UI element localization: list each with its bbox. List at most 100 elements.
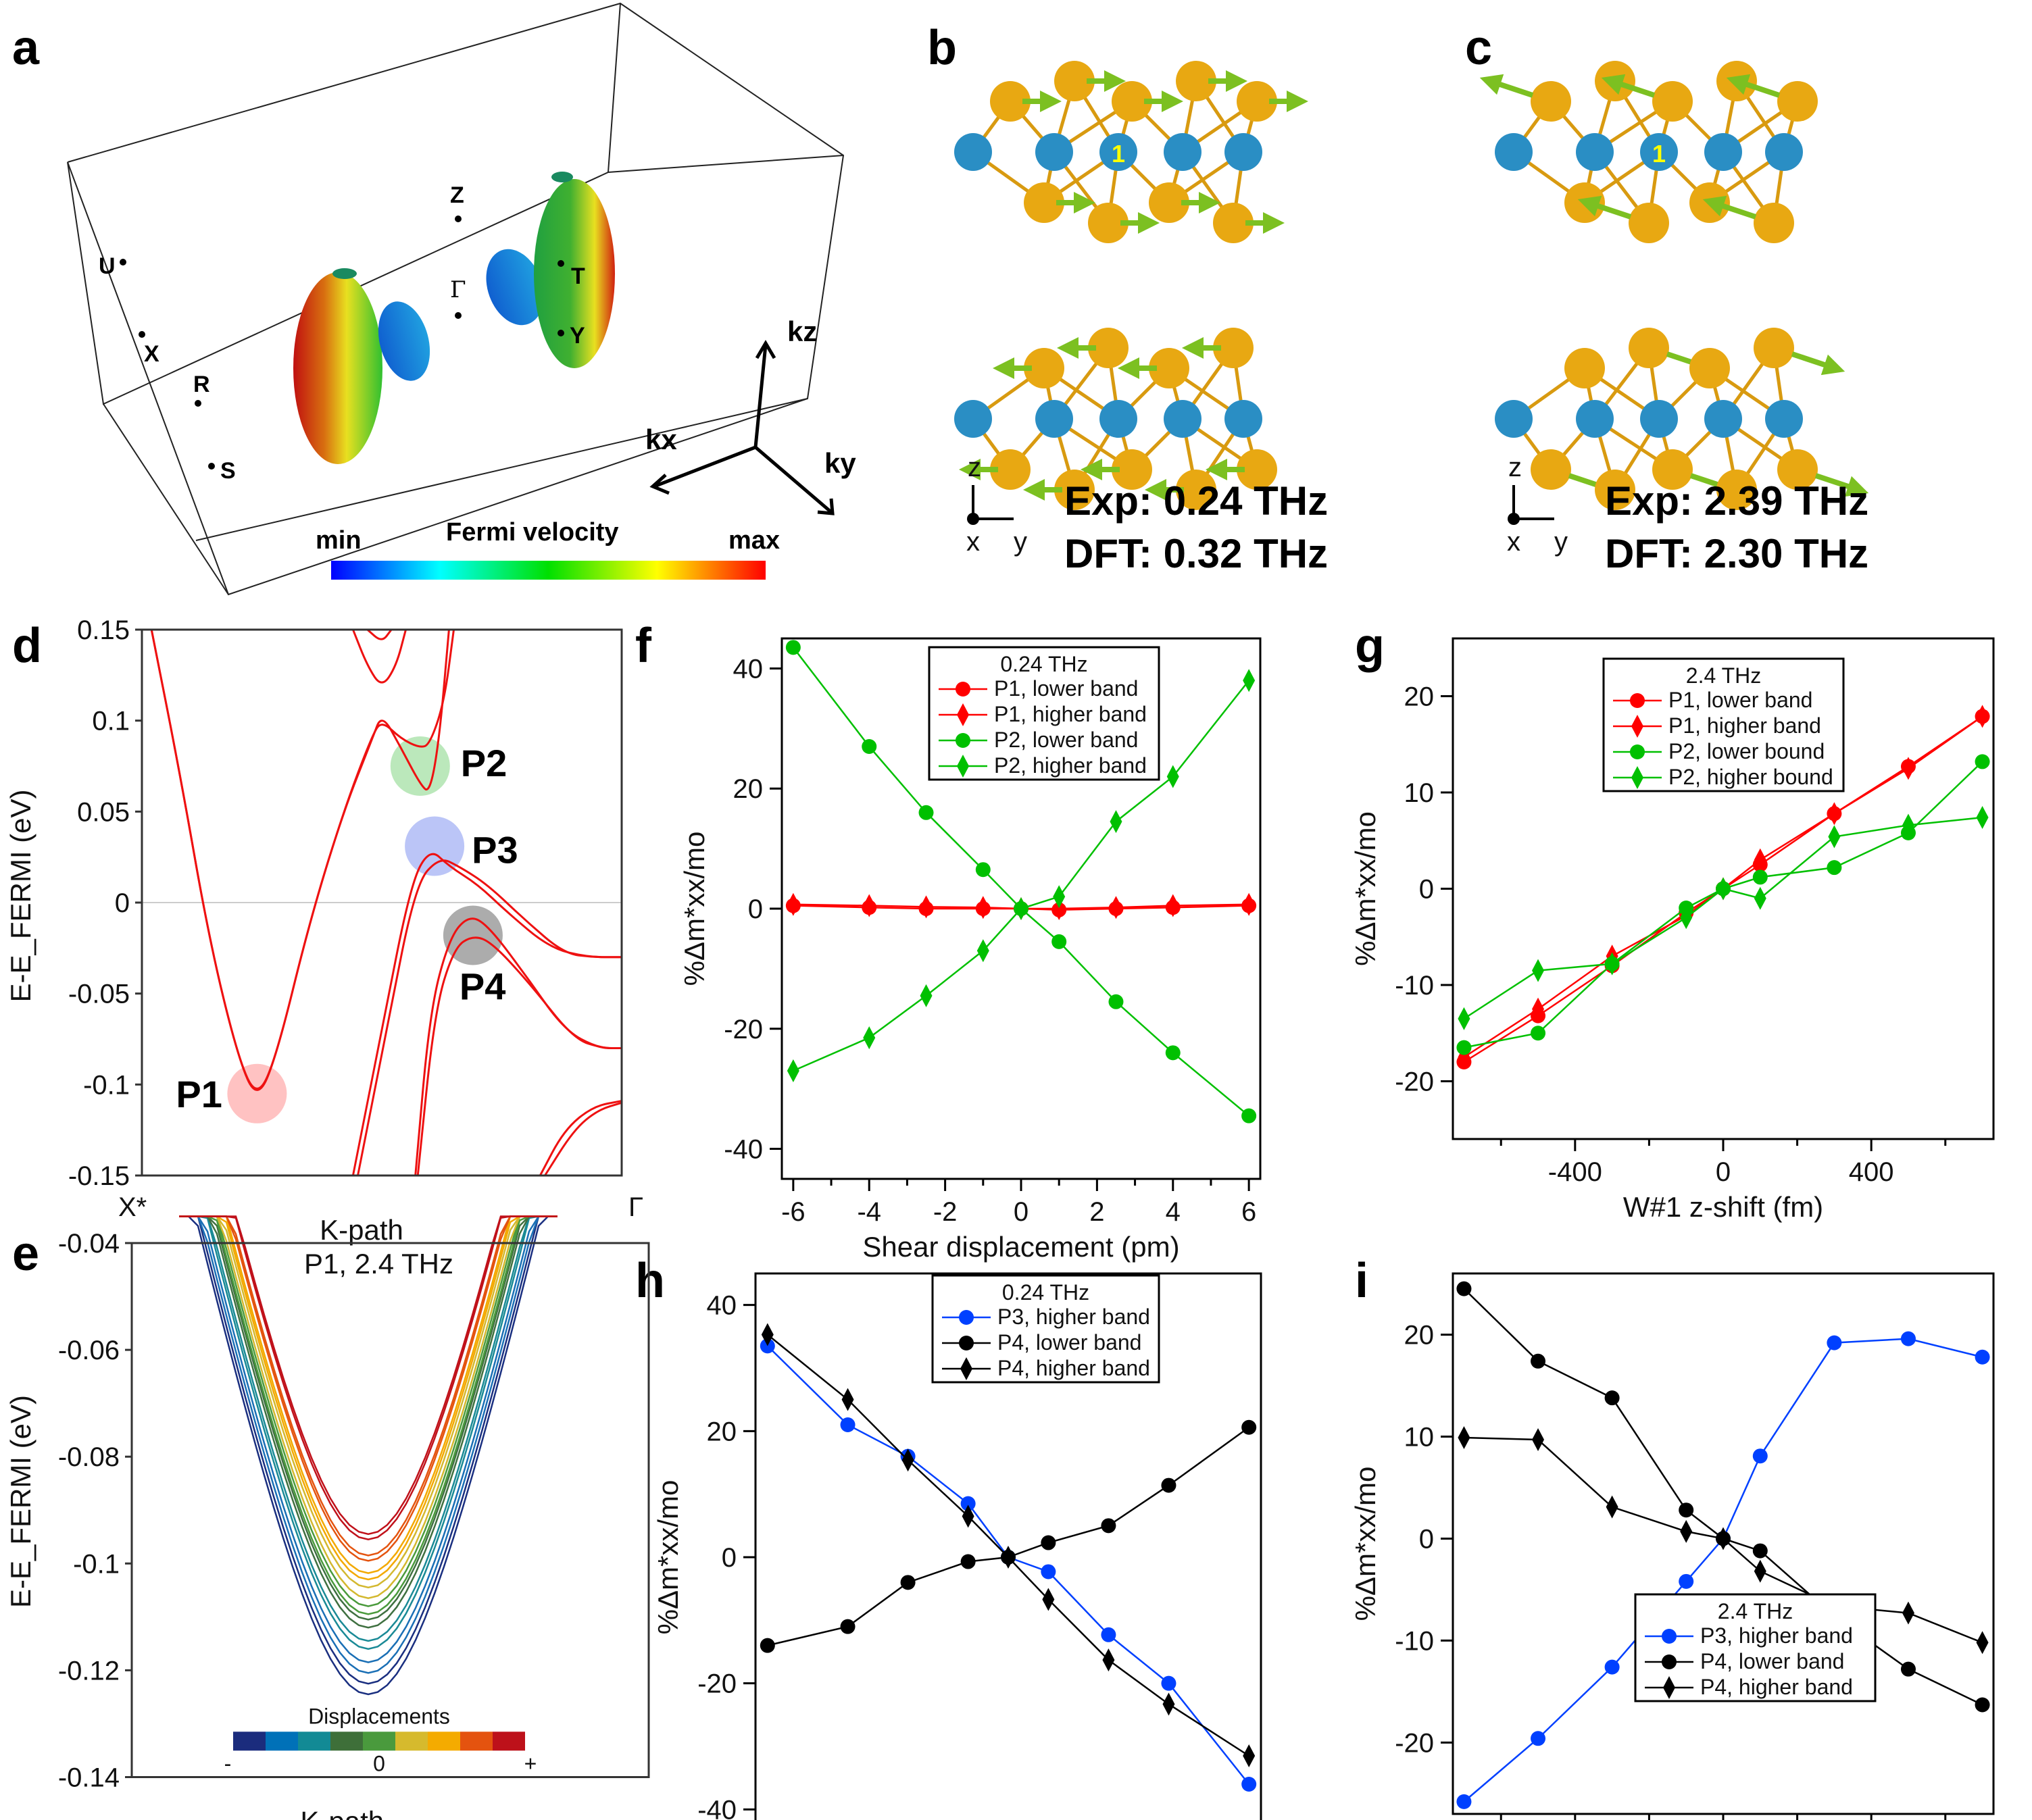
legend-entry: P1, higher band — [994, 702, 1147, 726]
point-label-t: T — [571, 263, 585, 289]
tungsten-atom — [1099, 133, 1137, 171]
x-tick-label: 400 — [1849, 1157, 1894, 1187]
x-axis-title: Shear displacement (pm) — [862, 1231, 1179, 1263]
tungsten-atom — [954, 133, 992, 171]
panel-label-d: d — [12, 619, 42, 673]
chalcogen-atom — [1213, 328, 1254, 368]
chalcogen-atom — [1531, 81, 1571, 122]
data-point — [1606, 1495, 1618, 1519]
y-tick-label: 40 — [707, 1291, 737, 1321]
legend-entry: P4, lower band — [1700, 1649, 1844, 1673]
data-point — [1976, 1631, 1989, 1654]
data-point — [1902, 757, 1914, 780]
data-point — [1102, 1648, 1115, 1672]
legend-marker — [1630, 693, 1645, 708]
y-tick-label: 10 — [1404, 778, 1435, 808]
band-line — [351, 853, 622, 1176]
label-p2: P2 — [461, 742, 507, 784]
chalcogen-atom — [1689, 348, 1730, 388]
y-tick-label: -0.1 — [73, 1549, 120, 1579]
y-tick-label: -20 — [1395, 1728, 1434, 1758]
band-curve — [179, 1215, 557, 1685]
tungsten-atom — [1576, 400, 1614, 438]
data-point — [1241, 1419, 1257, 1435]
colorbar-segment — [233, 1731, 266, 1751]
band-curve — [179, 1215, 557, 1607]
panel-label-f: f — [635, 619, 651, 673]
legend-marker — [957, 703, 969, 726]
chalcogen-atom — [1176, 61, 1216, 101]
legend-title: 2.4 THz — [1718, 1599, 1793, 1623]
y-tick-label: 40 — [733, 654, 764, 684]
band-curve — [179, 1215, 557, 1621]
band-curve — [179, 1215, 557, 1650]
colorbar-segment — [395, 1731, 428, 1751]
chalcogen-atom — [1652, 449, 1693, 490]
tungsten-atom — [1035, 133, 1073, 171]
data-point — [1717, 877, 1729, 901]
high-symmetry-points — [120, 216, 564, 470]
exp-frequency: Exp: 0.24 THz — [1064, 478, 1328, 524]
legend-box — [931, 1274, 1160, 1384]
colorbar-segment — [363, 1731, 395, 1751]
legend-marker — [1662, 1629, 1677, 1644]
band-curve — [179, 1215, 557, 1696]
legend-title: 0.24 THz — [1002, 1280, 1089, 1305]
data-point — [962, 1505, 974, 1528]
y-tick-label: 0.1 — [92, 707, 130, 736]
data-point — [1002, 1546, 1014, 1569]
panel-label-g: g — [1355, 619, 1385, 673]
legend-marker — [960, 1357, 972, 1380]
data-point — [1041, 1564, 1056, 1579]
data-point — [976, 896, 989, 919]
tungsten-atom — [1224, 133, 1262, 171]
colorbar-segment — [330, 1731, 363, 1751]
data-point — [1902, 1601, 1914, 1625]
fermi-pocket-right — [534, 172, 615, 368]
chalcogen-atom — [990, 81, 1031, 122]
highlight-p3 — [405, 816, 465, 876]
data-point — [901, 1448, 914, 1472]
chalcogen-atom — [1754, 203, 1794, 243]
band-curve — [179, 1215, 557, 1615]
legend-entry: P4, lower band — [997, 1330, 1141, 1355]
chalcogen-atom — [1149, 182, 1189, 223]
y-tick-label: -20 — [724, 1015, 763, 1044]
tungsten-atom — [1640, 133, 1678, 171]
data-point — [1679, 1502, 1694, 1518]
legend-marker — [1631, 715, 1643, 738]
highlight-p1 — [227, 1063, 287, 1123]
data-point — [1531, 1026, 1546, 1041]
colorbar-tick-label: 0 — [373, 1751, 385, 1775]
data-point — [863, 1026, 876, 1050]
fermi-velocity-colorbar — [331, 561, 766, 580]
data-point — [1754, 848, 1766, 871]
data-point — [785, 640, 801, 655]
legend-entry: P2, lower band — [994, 728, 1138, 752]
label-p3: P3 — [472, 829, 518, 871]
y-tick-label: -0.04 — [58, 1229, 120, 1259]
panel-b-phonon-mode: 1 z x y Exp: 0.24 THz DFT: 0.32 THz — [954, 61, 1328, 576]
exp-frequency: Exp: 2.39 THz — [1605, 478, 1868, 524]
data-point — [1041, 1535, 1056, 1550]
data-point — [1108, 994, 1124, 1009]
data-point — [1110, 810, 1122, 834]
data-point — [1531, 1353, 1546, 1369]
colorbar-segment — [460, 1731, 493, 1751]
y-axis-title: %Δm*xx/mo — [678, 832, 710, 986]
data-point — [1975, 1697, 1990, 1713]
axis-x-label: x — [966, 527, 980, 557]
data-point — [1532, 959, 1545, 982]
data-point — [920, 895, 933, 919]
data-point — [1828, 802, 1841, 826]
point-label-u: U — [99, 253, 116, 279]
legend-entry: P3, higher band — [1700, 1623, 1853, 1648]
y-tick-label: 20 — [733, 774, 764, 804]
data-point — [761, 1323, 774, 1346]
displacement-arrow — [1601, 74, 1656, 98]
panel-label-b: b — [927, 21, 957, 75]
axis-z-label: z — [1508, 453, 1522, 482]
data-point — [1051, 934, 1067, 949]
chart-e-p1-bands: -0.14 -0.12 -0.1 -0.08 -0.06 -0.04 P1, 2.4 THz… — [5, 1215, 650, 1820]
